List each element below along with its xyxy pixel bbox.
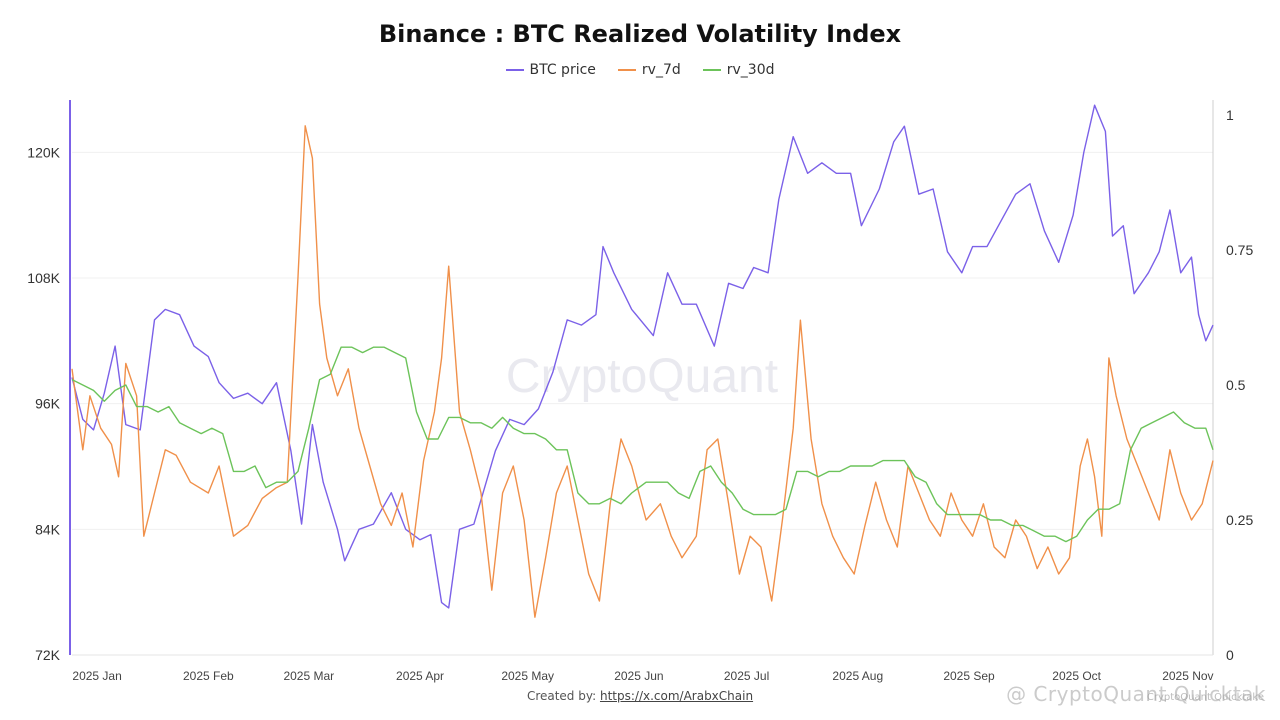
x-tick-label: 2025 Apr	[396, 669, 444, 683]
y-right-tick-label: 0.25	[1226, 512, 1253, 528]
x-tick-label: 2025 May	[501, 669, 554, 683]
series-lines	[71, 104, 1214, 618]
chart-title: Binance : BTC Realized Volatility Index	[378, 20, 902, 48]
x-tick-label: 2025 Jul	[724, 669, 769, 683]
x-tick-label: 2025 Nov	[1162, 669, 1213, 683]
y-right-tick-label: 1	[1226, 107, 1234, 123]
legend-item-price[interactable]: BTC price	[505, 62, 596, 78]
legend-swatch-rv7	[617, 69, 636, 71]
series-line-price	[71, 104, 1214, 609]
y-left-tick-label: 96K	[35, 396, 61, 412]
y-left-tick-label: 72K	[35, 647, 61, 663]
grid-lines	[72, 151, 1213, 656]
y-right-tick-label: 0	[1226, 647, 1234, 663]
legend-label-rv30: rv_30d	[726, 62, 775, 78]
x-tick-label: 2025 Mar	[283, 669, 334, 683]
y-left-tick-label: 84K	[35, 521, 61, 537]
legend-label-rv7: rv_7d	[641, 62, 681, 78]
x-tick-label: 2025 Feb	[183, 669, 234, 683]
series-line-rv7	[71, 125, 1214, 618]
chart-legend: BTC price rv_7d rv_30d	[0, 62, 1280, 78]
credit-line: Created by: https://x.com/ArabxChain	[0, 689, 1280, 703]
y-left-tick-label: 120K	[27, 144, 60, 160]
credit-prefix: Created by:	[526, 689, 597, 703]
x-tick-label: 2025 Jun	[614, 669, 663, 683]
x-tick-label: 2025 Jan	[72, 669, 121, 683]
legend-swatch-price	[505, 69, 524, 71]
corner-watermark: @ CryptoQuant Quicktak	[1006, 682, 1266, 706]
y-right-tick-label: 0.5	[1226, 377, 1246, 393]
credit-link[interactable]: https://x.com/ArabxChain	[599, 689, 754, 703]
legend-item-rv7[interactable]: rv_7d	[617, 62, 681, 78]
y-right-tick-label: 0.75	[1226, 242, 1253, 258]
watermark-logo: CryptoQuant	[506, 350, 778, 403]
corner-watermark-small: CryptoQuant Quicktake	[1146, 692, 1264, 703]
x-tick-label: 2025 Sep	[943, 669, 995, 683]
legend-item-rv30[interactable]: rv_30d	[702, 62, 775, 78]
legend-label-price: BTC price	[529, 62, 596, 78]
y-left-tick-label: 108K	[27, 270, 60, 286]
legend-swatch-rv30	[702, 69, 721, 71]
series-line-rv30	[71, 346, 1214, 543]
x-tick-label: 2025 Aug	[832, 669, 883, 683]
axes: 72K 84K 96K 108K 120K 0 0.25 0.5 0.75 1 2025 Jan 20…	[27, 100, 1253, 683]
x-tick-label: 2025 Oct	[1052, 669, 1101, 683]
